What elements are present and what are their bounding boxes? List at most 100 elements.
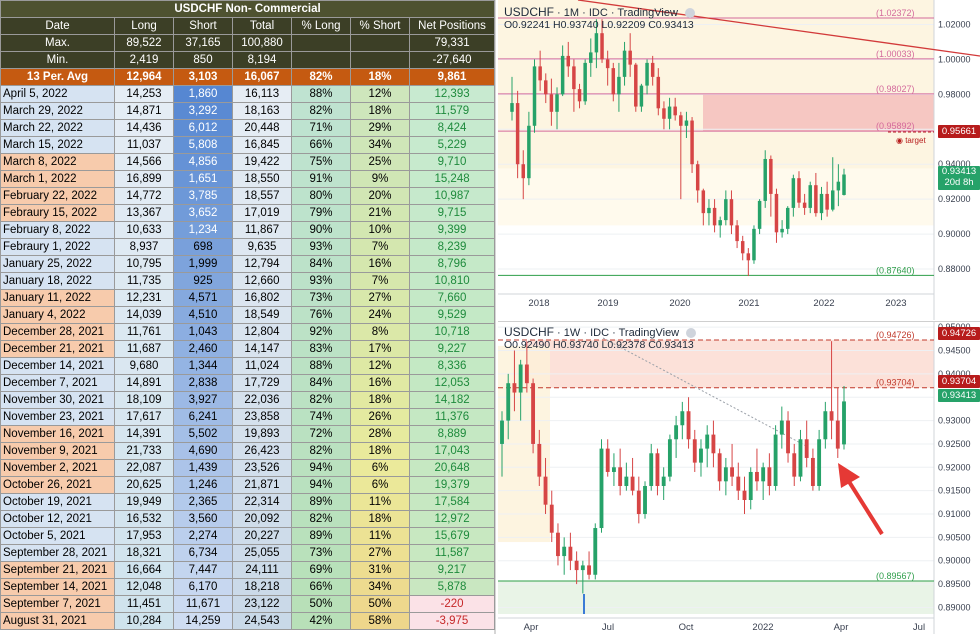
min-total: 8,194	[232, 51, 292, 69]
cell-pct-short: 21%	[350, 204, 410, 222]
table-row: January 4, 2022 14,039 4,510 18,549 76% 24% 9,…	[0, 306, 496, 324]
cell-total: 25,055	[232, 544, 292, 562]
cell-pct-short: 50%	[350, 595, 410, 613]
candle-body	[531, 383, 536, 444]
candle-body	[686, 411, 691, 440]
cell-short: 3,927	[173, 391, 233, 409]
candle-body	[808, 185, 812, 208]
cell-total: 23,526	[232, 459, 292, 477]
candle-body	[521, 164, 525, 179]
x-tick-label: 2022	[813, 298, 834, 309]
candle-body	[572, 66, 576, 90]
cell-net: 8,424	[408, 119, 496, 137]
table-row: September 14, 2021 12,048 6,170 18,218 66% 34…	[0, 578, 496, 596]
candle-body	[611, 68, 616, 95]
candle-body	[701, 190, 706, 214]
monthly-symbol: USDCHF	[504, 5, 554, 19]
x-tick-label: Apr	[834, 622, 849, 633]
y-tick-label: 0.91500	[938, 486, 971, 496]
weekly-chart[interactable]: USDCHF · 1W · IDC · TradingView O0.92490…	[498, 321, 980, 634]
monthly-interval: 1M	[563, 7, 580, 19]
weekly-platform: TradingView	[618, 327, 680, 339]
monthly-chart[interactable]: USDCHF · 1M · IDC · TradingView O0.92241…	[498, 0, 980, 320]
x-tick-label: Jul	[602, 622, 614, 633]
cell-pct-short: 11%	[350, 527, 410, 545]
x-tick-label: Oct	[679, 622, 694, 633]
y-tick-label: 0.94000	[938, 369, 971, 379]
cell-net: 12,053	[408, 374, 496, 392]
y-tick-label: 0.92000	[938, 462, 971, 472]
cell-net: 19,379	[408, 476, 496, 494]
cell-net: 11,587	[408, 544, 496, 562]
cell-long: 10,284	[114, 612, 174, 630]
cell-date: October 5, 2021	[0, 527, 115, 545]
table-row: April 5, 2022 14,253 1,860 16,113 88% 12% 12,3…	[0, 85, 496, 103]
cell-pct-long: 91%	[291, 170, 351, 188]
cell-short: 5,502	[173, 425, 233, 443]
weekly-source: IDC	[590, 327, 610, 339]
cell-pct-long: 90%	[291, 221, 351, 239]
candle-body	[797, 178, 801, 203]
table-row: March 22, 2022 14,436 6,012 20,448 71% 29% 8,4…	[0, 119, 496, 137]
cell-total: 12,794	[232, 255, 292, 273]
candle-body	[792, 453, 797, 477]
candle-body	[510, 103, 514, 112]
cell-long: 14,039	[114, 306, 174, 324]
cell-long: 11,037	[114, 136, 174, 154]
cell-total: 18,557	[232, 187, 292, 205]
cell-net: 10,987	[408, 187, 496, 205]
resistance-zone	[703, 93, 934, 132]
y-tick-label: 0.90000	[938, 229, 971, 239]
cell-pct-short: 28%	[350, 425, 410, 443]
candle-body	[500, 420, 504, 444]
cell-long: 10,795	[114, 255, 174, 273]
candle-body	[577, 89, 582, 102]
table-row: December 7, 2021 14,891 2,838 17,729 84% 16% 1…	[0, 374, 496, 392]
y-tick-label: 0.91000	[938, 509, 971, 519]
candle-body	[639, 85, 644, 107]
cell-net: 9,217	[408, 561, 496, 579]
cell-date: March 29, 2022	[0, 102, 115, 120]
cell-total: 23,858	[232, 408, 292, 426]
candle-body	[785, 207, 790, 229]
cell-total: 14,147	[232, 340, 292, 358]
min-pct-long	[291, 51, 351, 69]
max-long: 89,522	[114, 34, 174, 52]
cell-long: 21,733	[114, 442, 174, 460]
dotted-trend-line	[602, 337, 809, 448]
cell-date: March 1, 2022	[0, 170, 115, 188]
target-label: ◉ target	[896, 136, 926, 145]
cell-total: 17,729	[232, 374, 292, 392]
collapse-indicator-icon[interactable]	[686, 328, 697, 339]
y-tick-label: 0.98000	[938, 89, 971, 99]
cell-pct-short: 27%	[350, 289, 410, 307]
cell-date: August 31, 2021	[0, 612, 115, 630]
cell-long: 19,949	[114, 493, 174, 511]
cell-long: 12,048	[114, 578, 174, 596]
cell-short: 6,012	[173, 119, 233, 137]
min-short: 850	[173, 51, 233, 69]
table-row: September 21, 2021 16,664 7,447 24,111 69% 31…	[0, 561, 496, 579]
cell-date: April 5, 2022	[0, 85, 115, 103]
candle-body	[599, 448, 604, 529]
y-tick-label: 0.92500	[938, 439, 971, 449]
x-tick-label: 2022	[752, 622, 773, 633]
cell-long: 11,451	[114, 595, 174, 613]
cell-net: 12,393	[408, 85, 496, 103]
candle-body	[684, 120, 689, 126]
cell-net: 8,796	[408, 255, 496, 273]
cell-long: 14,891	[114, 374, 174, 392]
level-label: (0.93704)	[876, 378, 915, 388]
collapse-indicator-icon[interactable]	[684, 8, 695, 19]
cell-short: 1,234	[173, 221, 233, 239]
cell-short: 4,690	[173, 442, 233, 460]
cell-short: 1,651	[173, 170, 233, 188]
cell-date: November 2, 2021	[0, 459, 115, 477]
candle-body	[695, 164, 700, 191]
candle-body	[802, 202, 807, 208]
cell-total: 18,163	[232, 102, 292, 120]
max-short: 37,165	[173, 34, 233, 52]
cell-net: 8,239	[408, 238, 496, 256]
candle-body	[634, 64, 638, 107]
cell-date: September 28, 2021	[0, 544, 115, 562]
